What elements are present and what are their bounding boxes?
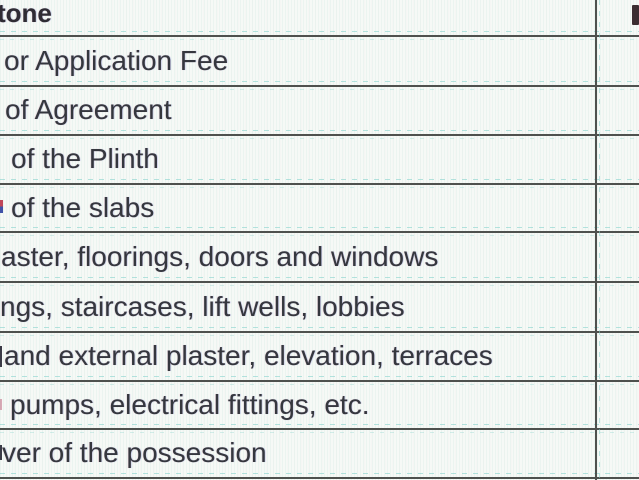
milestone-cell-text: ver of the possession [2,437,267,468]
milestone-cell-text: and external plaster, elevation, terrace… [4,340,493,371]
table-row: of Agreement [0,90,639,130]
table-header-row: tone [0,0,639,31]
row-divider [0,277,639,286]
row-divider [0,327,639,336]
column-divider-dashed-line [599,0,600,480]
milestone-cell-text: of Agreement [5,94,172,125]
clipped-glyph-fragment [0,445,2,460]
table-row: ngs, staircases, lift wells, lobbies [0,286,639,327]
clipped-glyph-fragment [0,399,2,410]
table-row: pumps, electrical fittings, etc. [0,385,639,424]
column-divider-line [595,0,597,480]
table-row: or Application Fee [0,40,639,81]
row-divider [0,81,639,90]
row-divider [0,424,639,433]
row-divider [0,376,639,385]
row-divider [0,473,639,480]
milestone-cell-text: of the slabs [11,191,155,223]
row-divider [0,130,639,139]
milestone-column-header: tone [0,0,52,28]
table-row: of the Plinth [0,139,639,179]
milestone-cell-text: or Application Fee [4,44,229,76]
table-row: ver of the possession [0,433,639,473]
table-row: of the slabs [0,188,639,227]
row-divider [0,179,639,188]
clipped-glyph-fragment [0,200,3,213]
milestone-cell-text: aster, floorings, doors and windows [1,240,439,272]
milestone-cell-text: of the Plinth [11,143,159,174]
milestone-cell-text: pumps, electrical fittings, etc. [10,388,370,420]
clipped-right-header-glyph [632,5,639,25]
table-row: aster, floorings, doors and windows [0,236,639,277]
row-divider [0,31,639,40]
milestone-cell-text: ngs, staircases, lift wells, lobbies [0,290,405,322]
row-divider [0,227,639,236]
clipped-glyph-fragment [0,346,2,367]
table-row: and external plaster, elevation, terrace… [0,336,639,376]
